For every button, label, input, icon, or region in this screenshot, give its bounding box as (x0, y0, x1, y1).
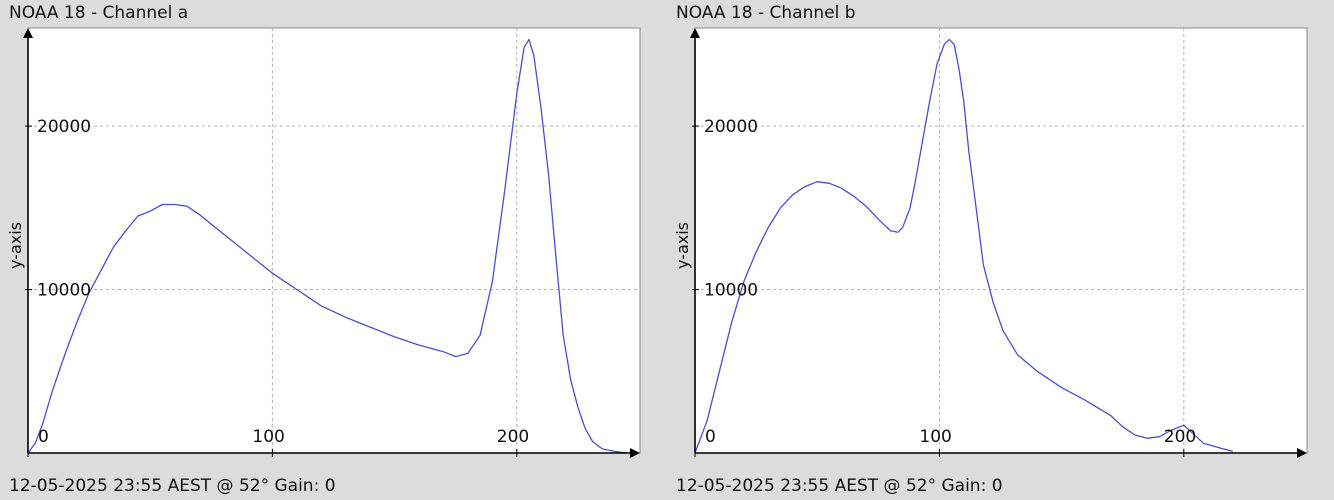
series-line (694, 38, 1233, 454)
x-tick-label: 0 (38, 427, 49, 447)
y-axis-label: y-axis (6, 222, 25, 269)
chart-plot: 0 100 200 10000 20000 y-axis (6, 27, 641, 458)
x-axis-arrow (630, 448, 640, 458)
chart-plot: 0 100 200 10000 20000 y-axis (673, 27, 1308, 458)
chart-footer: 12-05-2025 23:55 AEST @ 52° Gain: 0 (9, 476, 336, 496)
y-tick-label: 10000 (37, 281, 91, 301)
x-tick-label: 100 (252, 427, 284, 447)
chart-panel-a: NOAA 18 - Channel a 0 100 200 10000 20000 y-a… (6, 3, 641, 496)
series-line (27, 38, 627, 454)
y-axis-arrow (23, 28, 33, 38)
x-tick-label: 0 (705, 427, 716, 447)
plot-area (694, 27, 1308, 454)
y-tick-label: 10000 (704, 281, 758, 301)
plot-area (27, 27, 641, 454)
x-tick-label: 200 (497, 427, 529, 447)
chart-title: NOAA 18 - Channel a (9, 3, 189, 23)
chart-panel-b: NOAA 18 - Channel b 0 100 200 10000 20000 y-a… (667, 0, 1334, 500)
y-axis-label: y-axis (673, 222, 692, 269)
x-tick-label: 100 (919, 427, 951, 447)
y-tick-label: 20000 (37, 117, 91, 137)
y-axis-arrow (690, 28, 700, 38)
chart-title: NOAA 18 - Channel b (676, 3, 856, 23)
y-tick-label: 20000 (704, 117, 758, 137)
x-axis-arrow (1297, 448, 1307, 458)
chart-footer: 12-05-2025 23:55 AEST @ 52° Gain: 0 (676, 476, 1003, 496)
x-tick-label: 200 (1164, 427, 1196, 447)
